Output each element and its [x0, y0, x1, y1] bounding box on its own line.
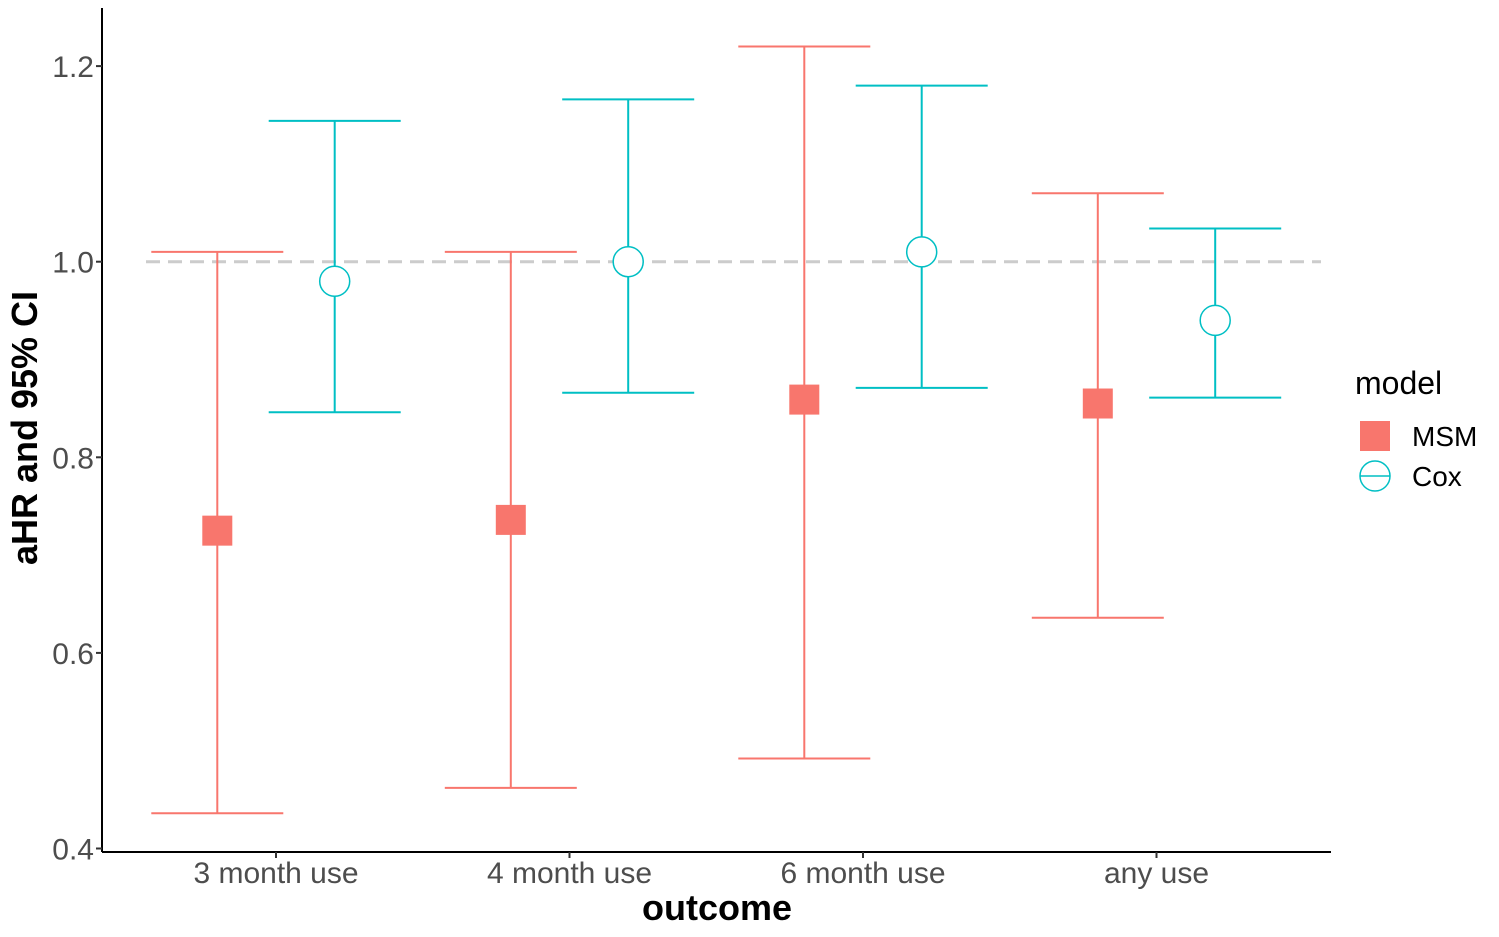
plot-panel — [146, 45, 1321, 815]
point-square — [1082, 388, 1113, 419]
legend: model MSM Cox — [1355, 365, 1477, 492]
y-tick-label: 1.2 — [52, 51, 94, 84]
axes: 0.4 0.6 0.8 1.0 1.2 3 month use 4 month use 6 m… — [52, 8, 1331, 890]
legend-label-cox: Cox — [1412, 461, 1462, 492]
x-tick-label: 6 month use — [780, 857, 945, 890]
series-msm — [151, 45, 1164, 815]
point-square — [495, 504, 526, 535]
y-axis-title: aHR and 95% CI — [4, 291, 45, 565]
series-cox — [268, 84, 1282, 414]
point-square — [789, 384, 820, 415]
x-tick-label: 3 month use — [193, 857, 358, 890]
point-circle — [905, 236, 938, 268]
y-tick-label: 0.4 — [52, 834, 94, 867]
x-tick-label: 4 month use — [487, 857, 652, 890]
point-circle — [612, 245, 644, 278]
x-axis-title: outcome — [642, 887, 792, 928]
y-tick-label: 0.6 — [52, 638, 94, 671]
y-tick-label: 1.0 — [52, 247, 94, 280]
point-circle — [1199, 304, 1231, 337]
y-tick-label: 0.8 — [52, 442, 94, 475]
legend-title: model — [1355, 365, 1442, 401]
legend-key-msm — [1360, 421, 1390, 451]
x-tick-label: any use — [1104, 857, 1209, 890]
legend-label-msm: MSM — [1412, 421, 1477, 452]
point-square — [202, 515, 233, 546]
point-circle — [318, 265, 351, 298]
